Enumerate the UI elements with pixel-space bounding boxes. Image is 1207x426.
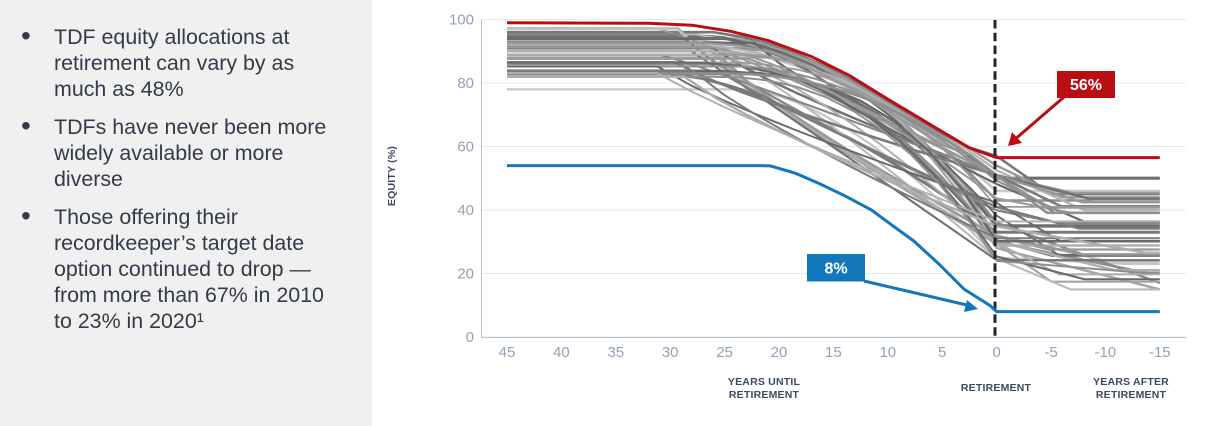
- svg-text:RETIREMENT: RETIREMENT: [961, 382, 1032, 394]
- svg-text:EQUITY (%): EQUITY (%): [386, 146, 398, 206]
- svg-text:60: 60: [457, 139, 474, 156]
- svg-text:40: 40: [553, 344, 570, 361]
- svg-text:-15: -15: [1149, 344, 1171, 361]
- svg-text:20: 20: [457, 266, 474, 283]
- svg-text:-5: -5: [1044, 344, 1057, 361]
- svg-text:20: 20: [771, 344, 788, 361]
- svg-text:30: 30: [662, 344, 679, 361]
- svg-text:15: 15: [825, 344, 842, 361]
- svg-text:35: 35: [607, 344, 624, 361]
- svg-text:40: 40: [457, 202, 474, 219]
- svg-text:RETIREMENT: RETIREMENT: [729, 389, 800, 401]
- svg-text:25: 25: [716, 344, 733, 361]
- svg-text:YEARS AFTER: YEARS AFTER: [1093, 376, 1169, 388]
- svg-text:RETIREMENT: RETIREMENT: [1096, 389, 1167, 401]
- svg-text:5: 5: [938, 344, 946, 361]
- svg-text:0: 0: [466, 329, 474, 346]
- svg-text:80: 80: [457, 75, 474, 92]
- svg-text:10: 10: [879, 344, 896, 361]
- svg-text:100: 100: [449, 12, 474, 29]
- svg-text:-10: -10: [1095, 344, 1117, 361]
- svg-text:56%: 56%: [1070, 77, 1102, 94]
- svg-text:45: 45: [499, 344, 516, 361]
- svg-text:8%: 8%: [824, 261, 847, 278]
- svg-text:0: 0: [992, 344, 1000, 361]
- svg-text:YEARS UNTIL: YEARS UNTIL: [728, 376, 801, 388]
